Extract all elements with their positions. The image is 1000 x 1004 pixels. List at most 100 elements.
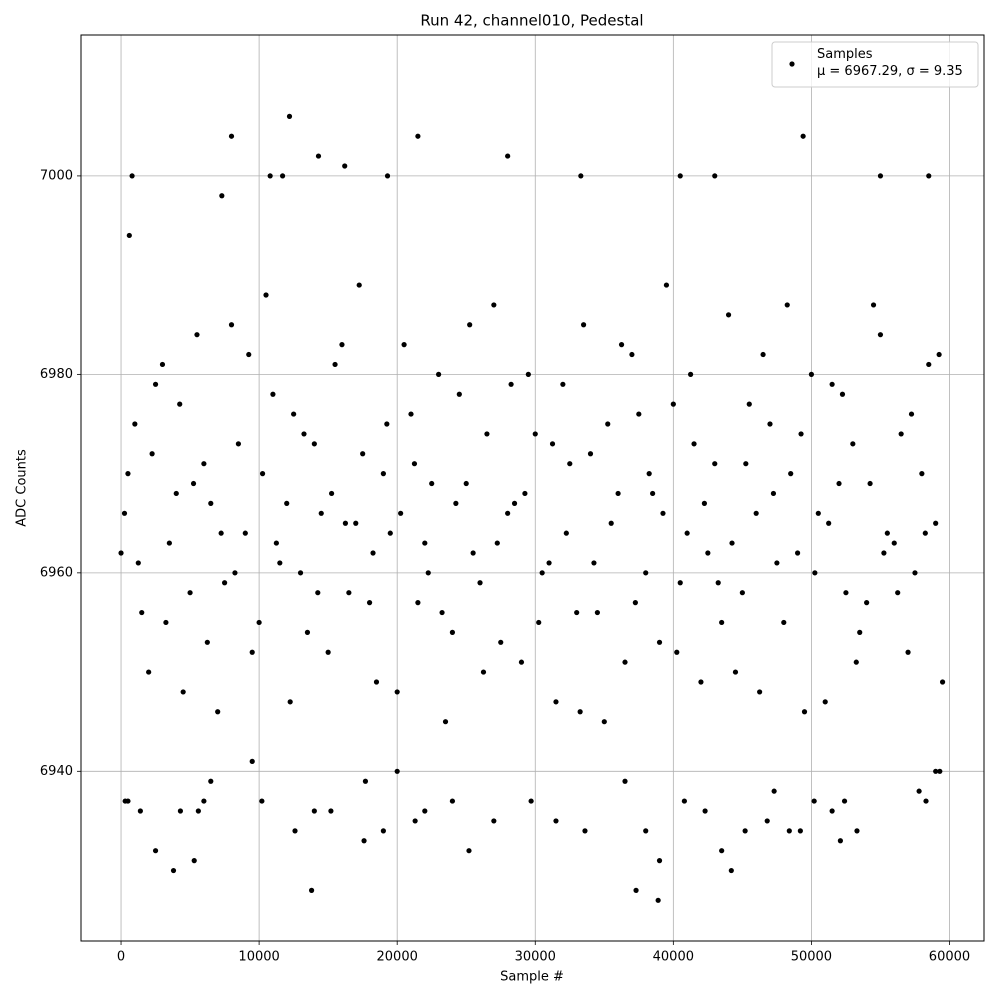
point: [356, 282, 362, 288]
point: [249, 649, 255, 655]
point: [480, 669, 487, 675]
point: [839, 391, 846, 397]
point: [922, 530, 928, 536]
x-tick-label: 50000: [791, 950, 832, 965]
point: [329, 490, 335, 497]
point: [898, 431, 904, 437]
point: [655, 897, 661, 903]
point: [277, 560, 283, 566]
point: [691, 441, 697, 447]
point: [629, 351, 635, 358]
point: [304, 629, 311, 635]
point: [152, 848, 159, 854]
point: [770, 490, 777, 497]
plot-frame: [80, 34, 985, 942]
point: [877, 332, 884, 338]
point: [705, 550, 711, 556]
point: [204, 639, 210, 645]
point: [256, 619, 262, 626]
point: [422, 540, 428, 546]
point: [287, 699, 293, 705]
point: [170, 867, 177, 874]
point: [712, 173, 718, 179]
point: [449, 798, 456, 804]
y-tick-label: 6980: [40, 367, 73, 382]
point: [259, 798, 265, 804]
point: [332, 361, 338, 368]
point: [800, 133, 806, 139]
point: [926, 361, 932, 368]
point: [159, 361, 166, 368]
point: [826, 520, 832, 526]
point: [477, 580, 483, 586]
point: [194, 332, 200, 338]
point: [933, 768, 939, 774]
point: [784, 302, 790, 308]
point: [215, 709, 221, 715]
point: [353, 520, 359, 526]
point: [587, 451, 594, 457]
point: [870, 302, 877, 308]
point: [936, 351, 942, 358]
point: [286, 113, 293, 119]
point: [387, 530, 393, 536]
point: [582, 828, 588, 834]
point: [546, 560, 552, 566]
point: [163, 619, 169, 626]
point: [798, 431, 804, 437]
point: [346, 590, 352, 596]
point: [384, 421, 390, 427]
point: [361, 838, 367, 844]
point: [553, 699, 559, 705]
point: [308, 887, 315, 893]
point: [923, 798, 929, 804]
point: [297, 570, 304, 576]
point: [933, 520, 939, 526]
point: [808, 371, 815, 377]
point: [854, 828, 860, 834]
legend: Samples μ = 6967.29, σ = 9.35: [771, 41, 979, 88]
point: [719, 848, 725, 854]
point: [829, 808, 835, 814]
point: [429, 480, 435, 487]
point: [218, 530, 224, 536]
point: [908, 411, 915, 417]
x-axis-label: Sample #: [500, 970, 564, 985]
point: [522, 490, 528, 497]
point: [646, 471, 652, 477]
point: [279, 173, 286, 179]
point: [905, 649, 911, 655]
point: [360, 451, 366, 457]
point: [712, 461, 718, 467]
point: [632, 600, 638, 606]
point: [837, 838, 844, 844]
point: [125, 798, 131, 804]
point: [228, 133, 235, 139]
point: [567, 461, 573, 467]
point: [594, 609, 600, 616]
point: [549, 441, 556, 447]
y-tick-label: 6960: [40, 565, 73, 580]
point: [315, 590, 321, 596]
point: [425, 570, 431, 576]
point: [149, 451, 155, 457]
point: [553, 818, 559, 824]
point: [578, 173, 584, 179]
point: [580, 322, 587, 328]
point: [412, 818, 418, 824]
point: [470, 550, 476, 556]
chart-title: Run 42, channel010, Pedestal: [420, 12, 643, 30]
point: [132, 421, 138, 427]
point: [608, 520, 614, 526]
point: [811, 798, 817, 804]
point: [121, 510, 128, 516]
point: [822, 699, 828, 705]
point: [881, 550, 887, 556]
point: [577, 709, 583, 715]
point: [677, 580, 683, 586]
point: [232, 570, 238, 576]
point: [739, 590, 745, 596]
point: [135, 560, 141, 566]
point: [201, 798, 207, 804]
